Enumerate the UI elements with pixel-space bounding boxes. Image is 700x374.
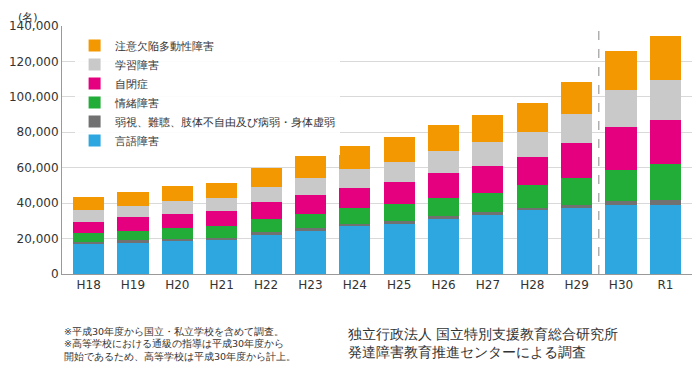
svg-text:100,000: 100,000 — [9, 90, 59, 104]
svg-text:H27: H27 — [476, 278, 500, 292]
svg-text:H20: H20 — [165, 278, 189, 292]
svg-text:0: 0 — [51, 267, 59, 281]
svg-text:注意欠陥多動性障害: 注意欠陥多動性障害 — [115, 40, 214, 53]
svg-text:自閉症: 自閉症 — [115, 78, 148, 91]
svg-text:H22: H22 — [254, 278, 278, 292]
svg-text:学習障害: 学習障害 — [115, 59, 159, 72]
svg-text:H23: H23 — [298, 278, 322, 292]
svg-text:H28: H28 — [520, 278, 544, 292]
svg-text:120,000: 120,000 — [9, 55, 59, 69]
svg-text:H26: H26 — [431, 278, 455, 292]
svg-text:弱視、難聴、肢体不自由及び病弱・身体虚弱: 弱視、難聴、肢体不自由及び病弱・身体虚弱 — [115, 116, 335, 129]
svg-text:独立行政法人 国立特別支援教育総合研究所発達障害教育推進セン: 独立行政法人 国立特別支援教育総合研究所発達障害教育推進センターによる調査 — [348, 326, 618, 360]
svg-text:H21: H21 — [210, 278, 234, 292]
svg-text:H30: H30 — [609, 278, 633, 292]
svg-text:H24: H24 — [343, 278, 367, 292]
svg-text:140,000: 140,000 — [9, 19, 59, 33]
svg-text:H19: H19 — [121, 278, 145, 292]
svg-text:40,000: 40,000 — [17, 196, 59, 210]
svg-text:H18: H18 — [76, 278, 100, 292]
svg-text:H29: H29 — [565, 278, 589, 292]
svg-text:20,000: 20,000 — [17, 232, 59, 246]
svg-text:60,000: 60,000 — [17, 161, 59, 175]
svg-text:言語障害: 言語障害 — [115, 135, 159, 148]
svg-text:情緒障害: 情緒障害 — [114, 97, 159, 110]
svg-text:80,000: 80,000 — [17, 125, 59, 139]
svg-text:R1: R1 — [657, 278, 673, 292]
svg-text:(名): (名) — [18, 11, 38, 24]
svg-text:※平成30年度から国立・私立学校を含めて調査。※高等学校にお: ※平成30年度から国立・私立学校を含めて調査。※高等学校における通級の指導は平成… — [64, 326, 296, 362]
svg-text:H25: H25 — [387, 278, 411, 292]
